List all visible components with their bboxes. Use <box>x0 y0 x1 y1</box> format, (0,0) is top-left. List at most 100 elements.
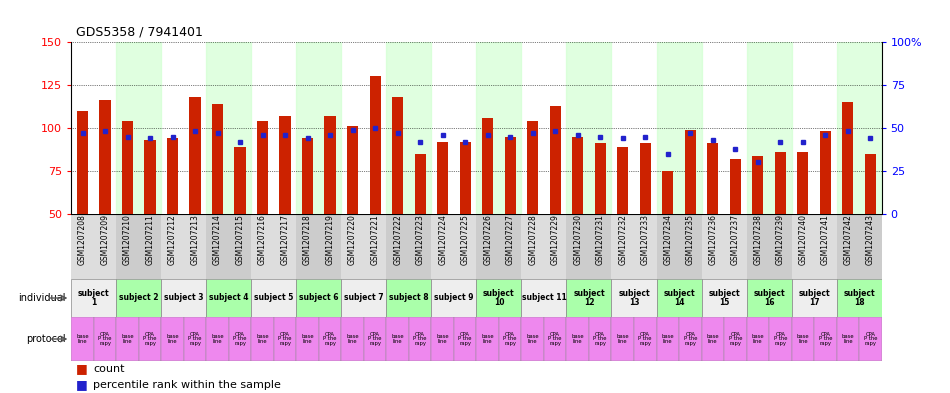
Text: GSM1207234: GSM1207234 <box>663 214 673 265</box>
Text: GSM1207225: GSM1207225 <box>461 214 469 265</box>
Bar <box>476 214 522 279</box>
Bar <box>634 317 656 361</box>
Text: GSM1207237: GSM1207237 <box>731 214 740 265</box>
Bar <box>183 317 206 361</box>
Bar <box>71 279 116 317</box>
Text: CPA
P the
rapy: CPA P the rapy <box>143 332 157 347</box>
Bar <box>206 317 229 361</box>
Bar <box>685 130 696 214</box>
Text: subject
16: subject 16 <box>753 288 785 307</box>
Text: base
line: base line <box>796 334 809 344</box>
Bar <box>572 137 583 214</box>
Text: base
line: base line <box>571 334 584 344</box>
Bar <box>122 121 133 214</box>
Bar <box>387 42 431 214</box>
Bar <box>431 317 454 361</box>
Text: ■: ■ <box>76 362 87 375</box>
Text: subject 7: subject 7 <box>344 294 384 303</box>
Text: GSM1207220: GSM1207220 <box>348 214 357 265</box>
Bar <box>296 317 319 361</box>
Text: base
line: base line <box>526 334 539 344</box>
Bar <box>460 142 471 214</box>
Bar <box>116 42 162 214</box>
Bar <box>341 214 387 279</box>
Bar <box>387 317 408 361</box>
Bar <box>370 76 381 214</box>
Bar <box>325 116 335 214</box>
Bar <box>566 317 589 361</box>
Text: GSM1207240: GSM1207240 <box>798 214 808 265</box>
Bar <box>544 317 566 361</box>
Bar <box>229 317 252 361</box>
Bar <box>797 152 808 214</box>
Text: GSM1207230: GSM1207230 <box>573 214 582 265</box>
Bar <box>701 279 747 317</box>
Bar <box>843 102 853 214</box>
Bar <box>139 317 162 361</box>
Bar <box>71 214 116 279</box>
Bar <box>431 279 476 317</box>
Bar <box>364 317 387 361</box>
Bar <box>256 121 268 214</box>
Bar <box>752 156 764 214</box>
Text: GSM1207216: GSM1207216 <box>258 214 267 265</box>
Text: percentile rank within the sample: percentile rank within the sample <box>93 380 281 390</box>
Bar <box>639 143 651 214</box>
Text: GSM1207213: GSM1207213 <box>191 214 200 265</box>
Text: CPA
P the
rapy: CPA P the rapy <box>234 332 247 347</box>
Bar <box>662 171 674 214</box>
Bar <box>499 317 522 361</box>
Text: GSM1207221: GSM1207221 <box>370 214 380 265</box>
Text: base
line: base line <box>482 334 494 344</box>
Text: base
line: base line <box>122 334 134 344</box>
Bar <box>814 317 837 361</box>
Text: count: count <box>93 364 124 374</box>
Text: GSM1207233: GSM1207233 <box>640 214 650 265</box>
Text: GSM1207238: GSM1207238 <box>753 214 762 265</box>
Text: base
line: base line <box>256 334 269 344</box>
Text: GSM1207239: GSM1207239 <box>776 214 785 265</box>
Bar <box>296 42 341 214</box>
Bar <box>319 317 341 361</box>
Bar <box>701 214 747 279</box>
Bar <box>252 317 274 361</box>
Text: GSM1207218: GSM1207218 <box>303 214 313 265</box>
Bar <box>747 42 791 214</box>
Text: subject 8: subject 8 <box>390 294 428 303</box>
Bar <box>212 104 223 214</box>
Text: base
line: base line <box>617 334 629 344</box>
Bar <box>730 159 741 214</box>
Text: GSM1207227: GSM1207227 <box>505 214 515 265</box>
Text: subject 3: subject 3 <box>164 294 203 303</box>
Text: GSM1207229: GSM1207229 <box>551 214 560 265</box>
Bar <box>791 279 837 317</box>
Bar <box>206 214 252 279</box>
Bar <box>820 131 831 214</box>
Text: GSM1207215: GSM1207215 <box>236 214 244 265</box>
Text: subject
12: subject 12 <box>573 288 605 307</box>
Bar <box>414 154 426 214</box>
Text: subject
14: subject 14 <box>663 288 694 307</box>
Text: subject
17: subject 17 <box>798 288 830 307</box>
Text: base
line: base line <box>661 334 674 344</box>
Bar <box>791 317 814 361</box>
Text: subject 11: subject 11 <box>522 294 566 303</box>
Bar <box>791 214 837 279</box>
Bar <box>527 121 539 214</box>
Text: base
line: base line <box>76 334 88 344</box>
Text: subject 5: subject 5 <box>255 294 294 303</box>
Text: base
line: base line <box>211 334 224 344</box>
Text: CPA
P the
rapy: CPA P the rapy <box>864 332 877 347</box>
Text: base
line: base line <box>436 334 449 344</box>
Bar <box>476 279 522 317</box>
Bar <box>279 116 291 214</box>
Text: individual: individual <box>18 293 66 303</box>
Bar <box>656 279 701 317</box>
Bar <box>612 279 656 317</box>
Bar <box>707 143 718 214</box>
Text: CPA
P the
rapy: CPA P the rapy <box>413 332 427 347</box>
Bar <box>206 42 252 214</box>
Bar <box>274 317 296 361</box>
Bar <box>864 154 876 214</box>
Bar <box>747 317 770 361</box>
